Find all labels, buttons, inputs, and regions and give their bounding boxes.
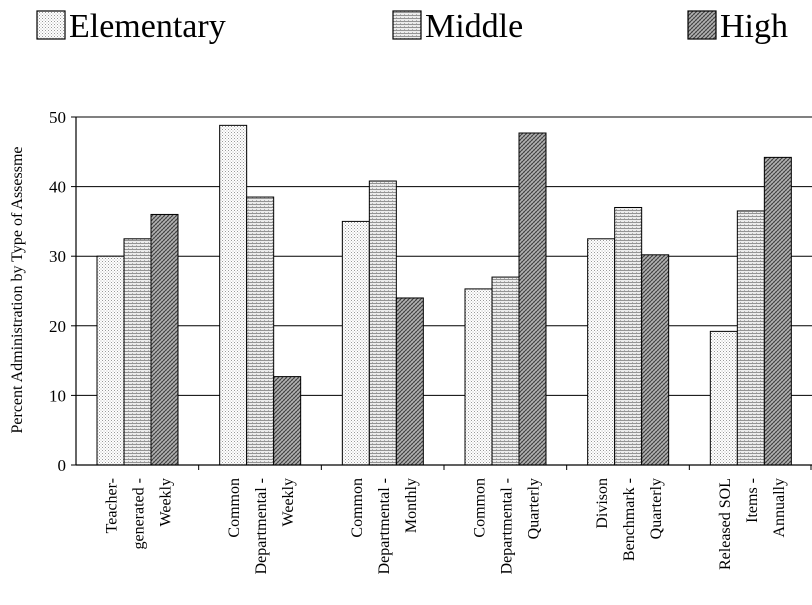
bar-high-4 [518,132,547,466]
x-label-4-line-2: Departmental - [499,478,516,574]
x-label-1-line-1: Teacher- [104,478,121,533]
x-label-4-line-1: Common [472,478,489,538]
legend-swatch-high [687,10,717,40]
x-label-5-line-1: Divison [594,478,611,529]
x-label-2-line-3: Weekly [280,478,297,526]
x-label-1-line-2: generated - [131,478,148,550]
legend-swatch-middle [392,10,422,40]
x-label-6: Released SOL Items - Annually [717,478,788,570]
bar-middle-3 [368,180,397,466]
gridlines [71,116,812,466]
bar-elementary-3 [341,220,370,466]
legend: Elementary Middle High [36,8,788,45]
x-label-3-line-1: Common [349,478,366,538]
x-label-2-line-2: Departmental - [253,478,270,574]
x-label-5: Divison Benchmark - Quarterly [594,478,665,561]
x-label-2: Common Departmental - Weekly [226,478,297,574]
x-label-6-line-2: Items - [744,478,761,523]
legend-label-high: High [720,8,788,45]
bar-middle-2 [246,196,275,466]
y-tick-label-0: 0 [58,456,67,475]
bar-high-5 [641,254,670,466]
x-label-1: Teacher-generated - Weekly [104,478,175,550]
y-tick-label-50: 50 [49,108,66,127]
bar-high-1 [150,213,179,466]
bar-middle-6 [736,210,765,466]
legend-swatch-elementary [36,10,66,40]
bar-elementary-2 [219,124,248,466]
y-axis-title: Percent Administration by Type of Assess… [9,147,26,434]
bar-elementary-5 [587,238,616,466]
x-label-5-line-3: Quarterly [648,478,665,539]
x-category-labels: Teacher-generated - Weekly Common Departmen… [104,478,788,574]
x-label-6-line-3: Annually [771,478,788,538]
bar-high-3 [395,297,424,466]
bar-elementary-4 [464,288,493,466]
bars [96,124,792,466]
legend-item-middle: Middle [392,8,523,45]
y-tick-label-30: 30 [49,247,66,266]
y-tick-label-40: 40 [49,178,66,197]
legend-label-elementary: Elementary [69,8,226,45]
x-label-2-line-1: Common [226,478,243,538]
x-label-5-line-2: Benchmark - [621,478,638,561]
x-label-3: Common Departmental - Monthly [349,478,420,574]
y-tick-label-20: 20 [49,317,66,336]
bar-high-2 [273,376,302,466]
x-label-3-line-3: Monthly [403,478,420,533]
x-label-3-line-2: Departmental - [376,478,393,574]
bar-elementary-6 [709,330,738,466]
x-label-1-line-3: Weekly [158,478,175,526]
bar-middle-4 [491,276,520,466]
x-label-6-line-1: Released SOL [717,478,734,570]
legend-label-middle: Middle [425,8,523,45]
x-label-4-line-3: Quarterly [526,478,543,539]
y-tick-labels: 0 10 20 30 40 50 [49,108,66,475]
y-tick-label-10: 10 [49,386,66,405]
legend-item-high: High [687,8,788,45]
bar-middle-1 [123,238,152,466]
axes [75,117,812,470]
bar-elementary-1 [96,255,125,466]
bar-middle-5 [614,206,643,466]
legend-item-elementary: Elementary [36,8,226,45]
x-label-4: Common Departmental - Quarterly [472,478,543,574]
bar-high-6 [763,156,792,466]
